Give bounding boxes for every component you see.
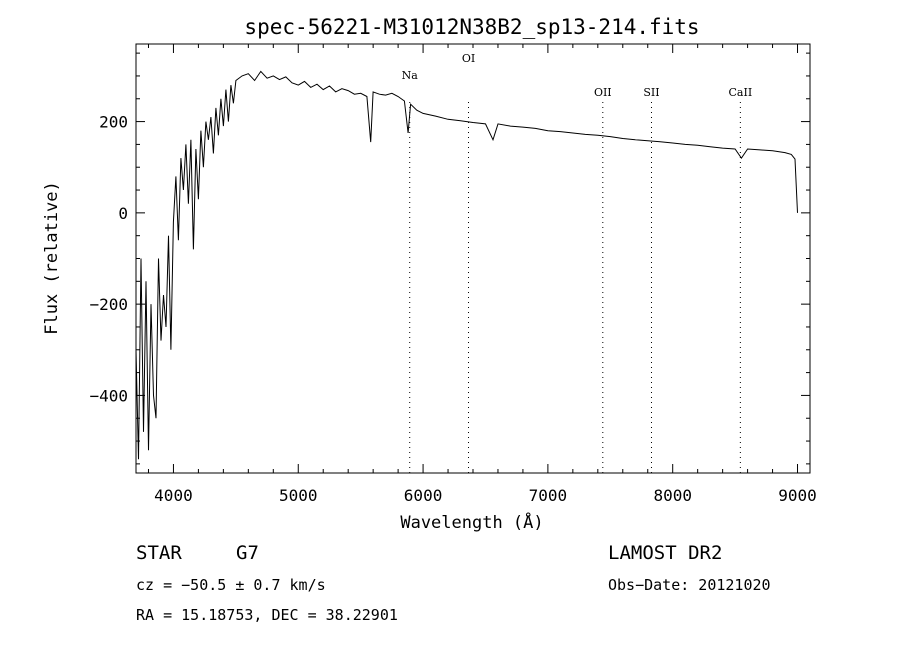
- x-tick-label: 4000: [154, 486, 193, 505]
- plot-border: [135, 43, 811, 474]
- subclass: G7: [236, 542, 259, 564]
- y-tick-label: 0: [118, 204, 128, 223]
- object-type: STAR: [136, 542, 182, 564]
- plot-frame: [135, 43, 811, 474]
- line-marker-label: Na: [402, 69, 419, 82]
- survey-name: LAMOST DR2: [608, 542, 722, 564]
- x-axis-label: Wavelength (Å): [400, 511, 543, 533]
- cz-value: cz = −50.5 ± 0.7 km/s: [136, 576, 326, 594]
- series-layer: [135, 70, 798, 460]
- obs-date: Obs−Date: 20121020: [608, 576, 771, 594]
- chart-title: spec-56221-M31012N38B2_sp13-214.fits: [244, 15, 699, 39]
- y-tick-label: −400: [89, 386, 128, 405]
- x-tick-label: 7000: [529, 486, 568, 505]
- x-tick-label: 6000: [404, 486, 443, 505]
- spectrum-line: [135, 70, 798, 460]
- line-marker-label: SII: [643, 86, 659, 99]
- axis-ticks: 4000 5000 6000 7000 8000 9000 −400 −200 0 200: [89, 44, 817, 505]
- line-marker-label: OII: [594, 86, 612, 99]
- line-markers: Na OI OII SII CaII: [402, 52, 753, 473]
- line-marker-label: CaII: [729, 86, 753, 99]
- coordinates: RA = 15.18753, DEC = 38.22901: [136, 606, 398, 624]
- y-axis-label: Flux (relative): [42, 181, 62, 335]
- x-tick-label: 9000: [778, 486, 817, 505]
- x-tick-label: 8000: [653, 486, 692, 505]
- y-tick-label: −200: [89, 295, 128, 314]
- y-tick-label: 200: [99, 113, 128, 132]
- x-tick-label: 5000: [279, 486, 318, 505]
- line-marker-label: OI: [462, 52, 475, 65]
